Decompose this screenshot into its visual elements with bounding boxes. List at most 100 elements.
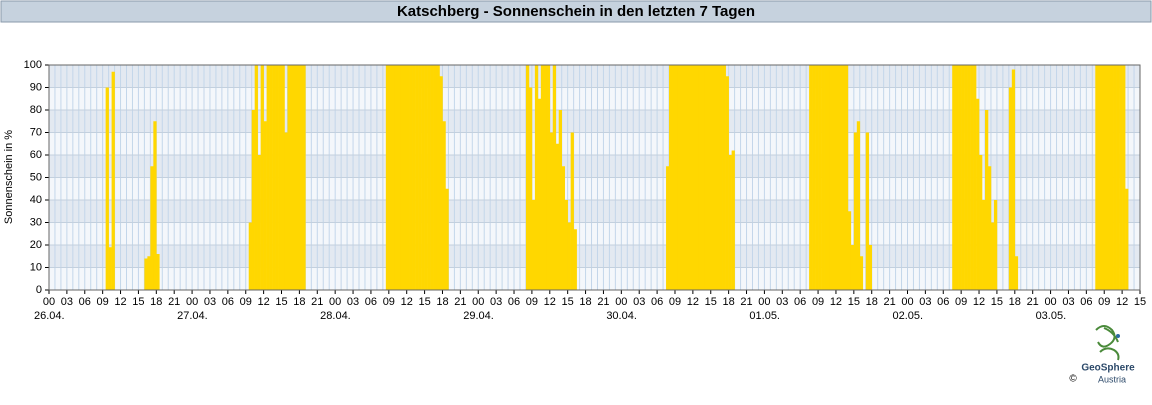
bar — [818, 65, 822, 290]
logo-name: GeoSphere — [1081, 363, 1135, 374]
bar — [299, 65, 303, 290]
bar — [525, 65, 530, 290]
bar — [847, 211, 852, 290]
bar — [984, 110, 989, 290]
bar — [391, 65, 396, 290]
x-tick-label: 21 — [883, 296, 895, 308]
x-tick-label: 15 — [418, 296, 430, 308]
bar — [442, 121, 446, 290]
bar — [412, 65, 416, 290]
bar — [716, 65, 720, 290]
x-tick-label: 15 — [275, 296, 287, 308]
x-tick-label: 03 — [204, 296, 216, 308]
x-tick-label: 00 — [615, 296, 627, 308]
bar — [841, 65, 846, 290]
bar — [260, 65, 264, 290]
bar — [1008, 87, 1013, 290]
bar — [809, 65, 813, 290]
x-tick-label: 12 — [830, 296, 842, 308]
x-tick-label: 00 — [472, 296, 484, 308]
bar — [573, 229, 577, 290]
date-label: 29.04. — [463, 310, 494, 322]
x-tick-label: 00 — [1044, 296, 1056, 308]
bar — [958, 65, 962, 290]
bar — [427, 65, 431, 290]
x-tick-label: 09 — [669, 296, 681, 308]
bar — [976, 98, 980, 290]
x-tick-label: 03 — [633, 296, 645, 308]
band — [49, 65, 1140, 88]
bar — [856, 121, 861, 290]
bar — [439, 76, 443, 290]
y-tick-label: 10 — [30, 261, 42, 273]
bar — [302, 65, 306, 290]
y-tick-label: 40 — [30, 194, 42, 206]
date-label: 28.04. — [320, 310, 351, 322]
bar — [666, 166, 670, 290]
x-tick-label: 18 — [150, 296, 162, 308]
bar — [987, 166, 992, 290]
logo: GeoSphere Austria © — [1069, 325, 1135, 385]
bar — [105, 87, 109, 290]
x-tick-label: 09 — [1098, 296, 1110, 308]
bar — [982, 200, 986, 290]
bar — [827, 65, 831, 290]
x-tick-label: 12 — [114, 296, 126, 308]
x-tick-label: 09 — [812, 296, 824, 308]
x-tick-label: 12 — [687, 296, 699, 308]
date-label: 02.05. — [892, 310, 923, 322]
x-tick-label: 06 — [79, 296, 91, 308]
x-tick-label: 09 — [955, 296, 967, 308]
title-bar — [0, 0, 1152, 23]
bar — [418, 65, 422, 290]
x-tick-label: 18 — [436, 296, 448, 308]
bar — [558, 110, 563, 290]
x-tick-label: 00 — [329, 296, 341, 308]
x-tick-label: 03 — [1062, 296, 1074, 308]
bar — [436, 65, 440, 290]
bar — [1014, 256, 1019, 290]
bar — [1110, 65, 1114, 290]
x-tick-label: 18 — [579, 296, 591, 308]
logo-dot — [1116, 334, 1120, 338]
bar — [406, 65, 410, 290]
bar — [952, 65, 956, 290]
bar — [701, 65, 706, 290]
x-tick-label: 21 — [311, 296, 323, 308]
bar — [293, 65, 297, 290]
bar — [731, 150, 735, 290]
bar — [672, 65, 676, 290]
bar — [1101, 65, 1105, 290]
date-label: 26.04. — [34, 310, 65, 322]
x-tick-label: 12 — [401, 296, 413, 308]
x-tick-label: 00 — [901, 296, 913, 308]
x-tick-label: 15 — [991, 296, 1003, 308]
bar — [388, 65, 393, 290]
bar — [144, 258, 148, 290]
x-tick-label: 06 — [794, 296, 806, 308]
bar — [108, 247, 112, 290]
bar — [385, 65, 390, 290]
chart-title: Katschberg - Sonnenschein in den letzten… — [397, 3, 755, 20]
x-tick-label: 15 — [562, 296, 574, 308]
y-tick-label: 70 — [30, 126, 42, 138]
x-tick-label: 00 — [186, 296, 198, 308]
bar — [698, 65, 703, 290]
bar — [677, 65, 682, 290]
x-tick-label: 03 — [776, 296, 788, 308]
bar — [424, 65, 428, 290]
bar — [824, 65, 828, 290]
bar — [967, 65, 971, 290]
x-tick-label: 00 — [43, 296, 55, 308]
date-label: 27.04. — [177, 310, 208, 322]
bar — [397, 65, 402, 290]
x-tick-label: 21 — [168, 296, 180, 308]
bar — [156, 254, 160, 290]
bar — [689, 65, 694, 290]
bar — [725, 76, 729, 290]
bar — [1104, 65, 1108, 290]
bar — [394, 65, 399, 290]
bar — [275, 65, 279, 290]
bar — [695, 65, 700, 290]
